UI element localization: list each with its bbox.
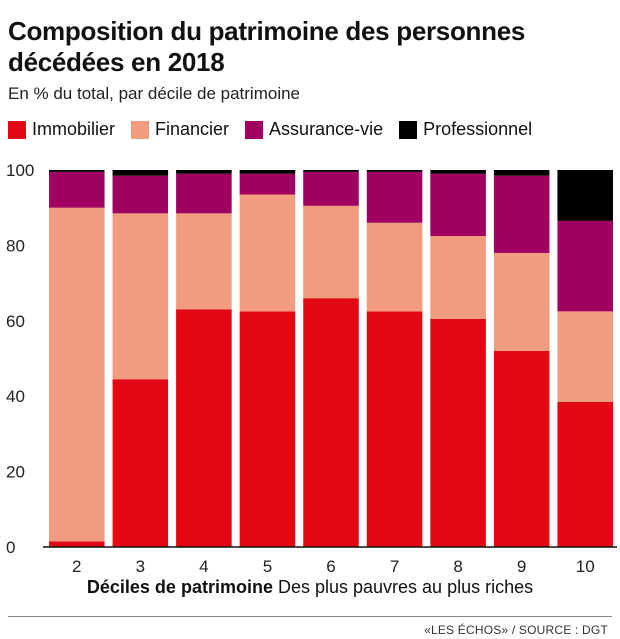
legend-label: Financier [155,119,230,139]
chart-subtitle: En % du total, par décile de patrimoine [8,84,301,103]
legend-swatch [399,120,418,139]
x-axis-caption: Déciles de patrimoine Des plus pauvres a… [0,577,620,598]
bar-segment-professionnel [303,170,359,172]
bar-segment-assurance-vie [239,173,296,195]
bar-segment-professionnel [366,170,423,172]
bar-segment-professionnel [430,170,486,174]
bar-segment-financier [366,222,423,312]
y-tick-label: 40 [6,387,25,406]
x-tick-label: 9 [517,557,526,575]
bar-segment-assurance-vie [557,220,613,312]
legend-label: Professionnel [423,119,533,139]
bar-segment-immobilier [176,309,232,547]
bar-segment-financier [112,213,169,380]
legend-label: Immobilier [32,119,116,139]
y-tick-label: 60 [6,312,25,331]
chart-title: Composition du patrimoine des personnes … [8,16,526,77]
y-tick-label: 80 [6,236,25,255]
legend-swatch [245,120,264,139]
legend-swatch [8,120,26,139]
y-tick-label: 20 [6,463,25,482]
bar-segment-professionnel [239,170,296,174]
bar-segment-financier [239,194,296,312]
bar-segment-immobilier [557,401,613,547]
legend-label: Assurance-vie [269,119,384,139]
bar-segment-professionnel [493,170,550,176]
bar-segment-immobilier [493,350,550,547]
y-tick-label: 0 [6,538,15,557]
bar-segment-assurance-vie [49,171,105,208]
x-axis-description: Des plus pauvres au plus riches [272,577,534,597]
bar-segment-immobilier [239,311,296,547]
source-note: «LES ÉCHOS» / SOURCE : DGT [424,623,608,637]
bar-segment-professionnel [176,170,232,174]
x-tick-label: 3 [136,557,145,575]
bar-segment-immobilier [366,311,423,547]
legend-item-financier: Financier [131,119,229,140]
bar-segment-immobilier [430,318,486,547]
bar-segment-assurance-vie [176,173,232,214]
x-tick-label: 2 [72,557,81,575]
bar-segment-financier [430,235,486,319]
y-tick-label: 100 [6,161,34,180]
legend-item-assurance-vie: Assurance-vie [245,119,383,140]
bar-segment-professionnel [49,170,105,172]
bar-segment-assurance-vie [430,173,486,236]
bar-segment-assurance-vie [493,175,550,253]
legend-item-immobilier: Immobilier [8,119,115,140]
legend: Immobilier Financier Assurance-vie Profe… [8,119,548,140]
bar-segment-immobilier [49,541,105,547]
bar-segment-financier [557,311,613,402]
bar-segment-professionnel [557,170,613,221]
x-tick-label: 8 [453,557,462,575]
x-tick-label: 5 [263,557,272,575]
x-tick-label: 4 [199,557,208,575]
x-axis-label: Déciles de patrimoine [86,577,273,597]
bar-segment-professionnel [112,170,169,176]
x-tick-label: 7 [390,557,399,575]
bar-segment-assurance-vie [112,175,169,214]
bar-segment-immobilier [303,298,359,547]
bar-segment-assurance-vie [303,171,359,206]
bar-segment-immobilier [112,379,169,547]
stacked-bar-chart: 0 20 40 60 80 100 2 3 4 5 6 7 8 9 10 [6,161,617,575]
bar-segment-assurance-vie [366,171,423,223]
bar-segment-financier [493,252,550,351]
bar-segment-financier [49,207,105,542]
x-tick-label: 10 [576,557,595,575]
legend-swatch [131,120,150,139]
bar-segment-financier [303,205,359,299]
legend-item-professionnel: Professionnel [399,119,532,140]
bar-segment-financier [176,213,232,310]
footer-divider [8,616,612,617]
x-tick-label: 6 [326,557,335,575]
